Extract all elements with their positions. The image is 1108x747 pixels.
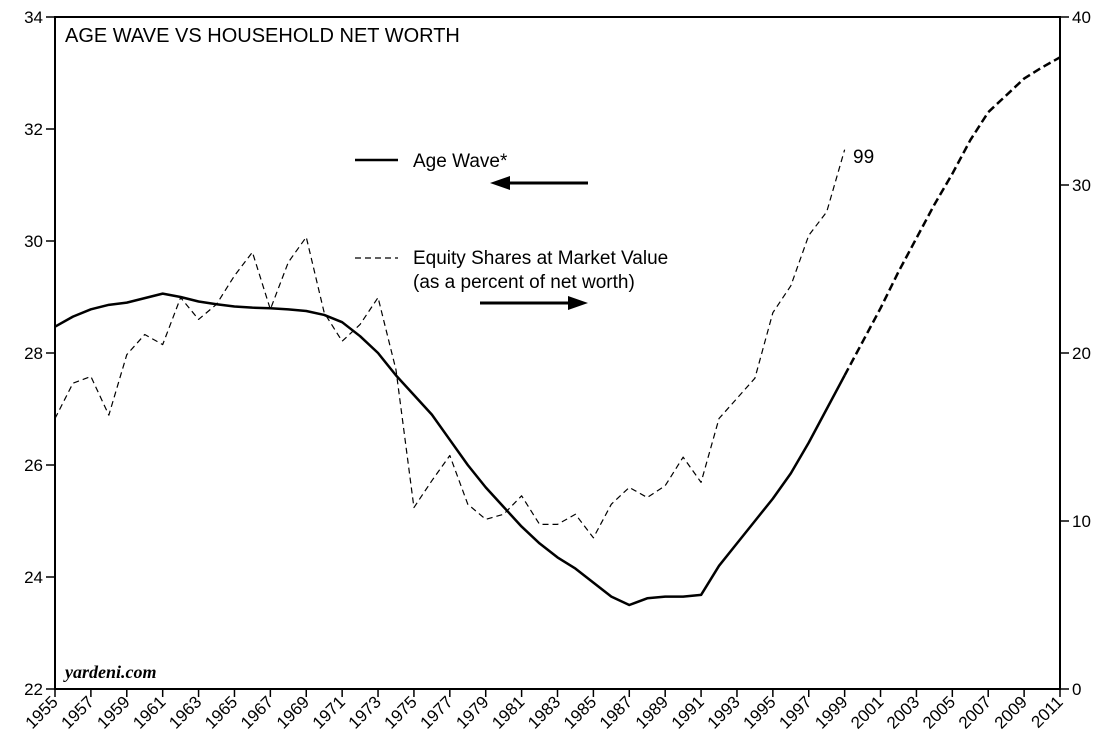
x-tick-label: 1973 — [345, 692, 385, 732]
annotation: 99 — [853, 147, 874, 168]
x-tick-label: 1993 — [704, 692, 744, 732]
y2-tick-label: 0 — [1072, 680, 1081, 699]
chart-title: AGE WAVE VS HOUSEHOLD NET WORTH — [65, 25, 460, 47]
y2-tick-label: 20 — [1072, 344, 1091, 363]
x-tick-label: 1995 — [740, 692, 780, 732]
y-tick-label: 30 — [24, 232, 43, 251]
x-tick-label: 2009 — [991, 692, 1031, 732]
x-tick-label: 1957 — [58, 692, 98, 732]
x-tick-label: 1965 — [201, 692, 241, 732]
y-tick-label: 26 — [24, 456, 43, 475]
x-tick-label: 1963 — [165, 692, 205, 732]
x-tick-label: 2007 — [955, 692, 995, 732]
legend-label: Age Wave* — [413, 151, 508, 172]
series-line — [843, 56, 1061, 376]
legend-label: Equity Shares at Market Value — [413, 248, 668, 269]
arrow-head — [568, 296, 588, 310]
x-tick-label: 1991 — [668, 692, 708, 732]
y-tick-label: 34 — [24, 8, 43, 27]
y-tick-label: 24 — [24, 568, 43, 587]
x-tick-label: 1997 — [775, 692, 815, 732]
x-tick-label: 1979 — [452, 692, 492, 732]
x-tick-label: 1975 — [381, 692, 421, 732]
legend-note: (as a percent of net worth) — [413, 272, 635, 293]
y2-tick-label: 40 — [1072, 8, 1091, 27]
series-line — [54, 292, 846, 607]
x-tick-label: 2001 — [847, 692, 887, 732]
x-tick-label: 1981 — [488, 692, 528, 732]
y2-tick-label: 30 — [1072, 176, 1091, 195]
x-tick-label: 2005 — [919, 692, 959, 732]
x-tick-label: 2011 — [1028, 692, 1067, 731]
x-tick-label: 1971 — [309, 692, 349, 732]
source: yardeni.com — [63, 662, 157, 682]
x-tick-label: 1959 — [93, 692, 133, 732]
y-tick-label: 28 — [24, 344, 43, 363]
x-tick-label: 1989 — [632, 692, 672, 732]
y-tick-label: 22 — [24, 680, 43, 699]
x-tick-label: 1961 — [129, 692, 169, 732]
x-tick-label: 1969 — [273, 692, 313, 732]
x-tick-label: 1983 — [524, 692, 564, 732]
x-tick-label: 1977 — [416, 692, 456, 732]
y-tick-label: 32 — [24, 120, 43, 139]
y2-tick-label: 10 — [1072, 512, 1091, 531]
arrow-head — [490, 176, 510, 190]
x-tick-label: 1999 — [811, 692, 851, 732]
series-line — [54, 149, 846, 539]
plot-frame — [54, 16, 1061, 690]
x-tick-label: 2003 — [883, 692, 923, 732]
x-tick-label: 1985 — [560, 692, 600, 732]
x-tick-label: 1987 — [596, 692, 636, 732]
x-tick-label: 1967 — [237, 692, 277, 732]
